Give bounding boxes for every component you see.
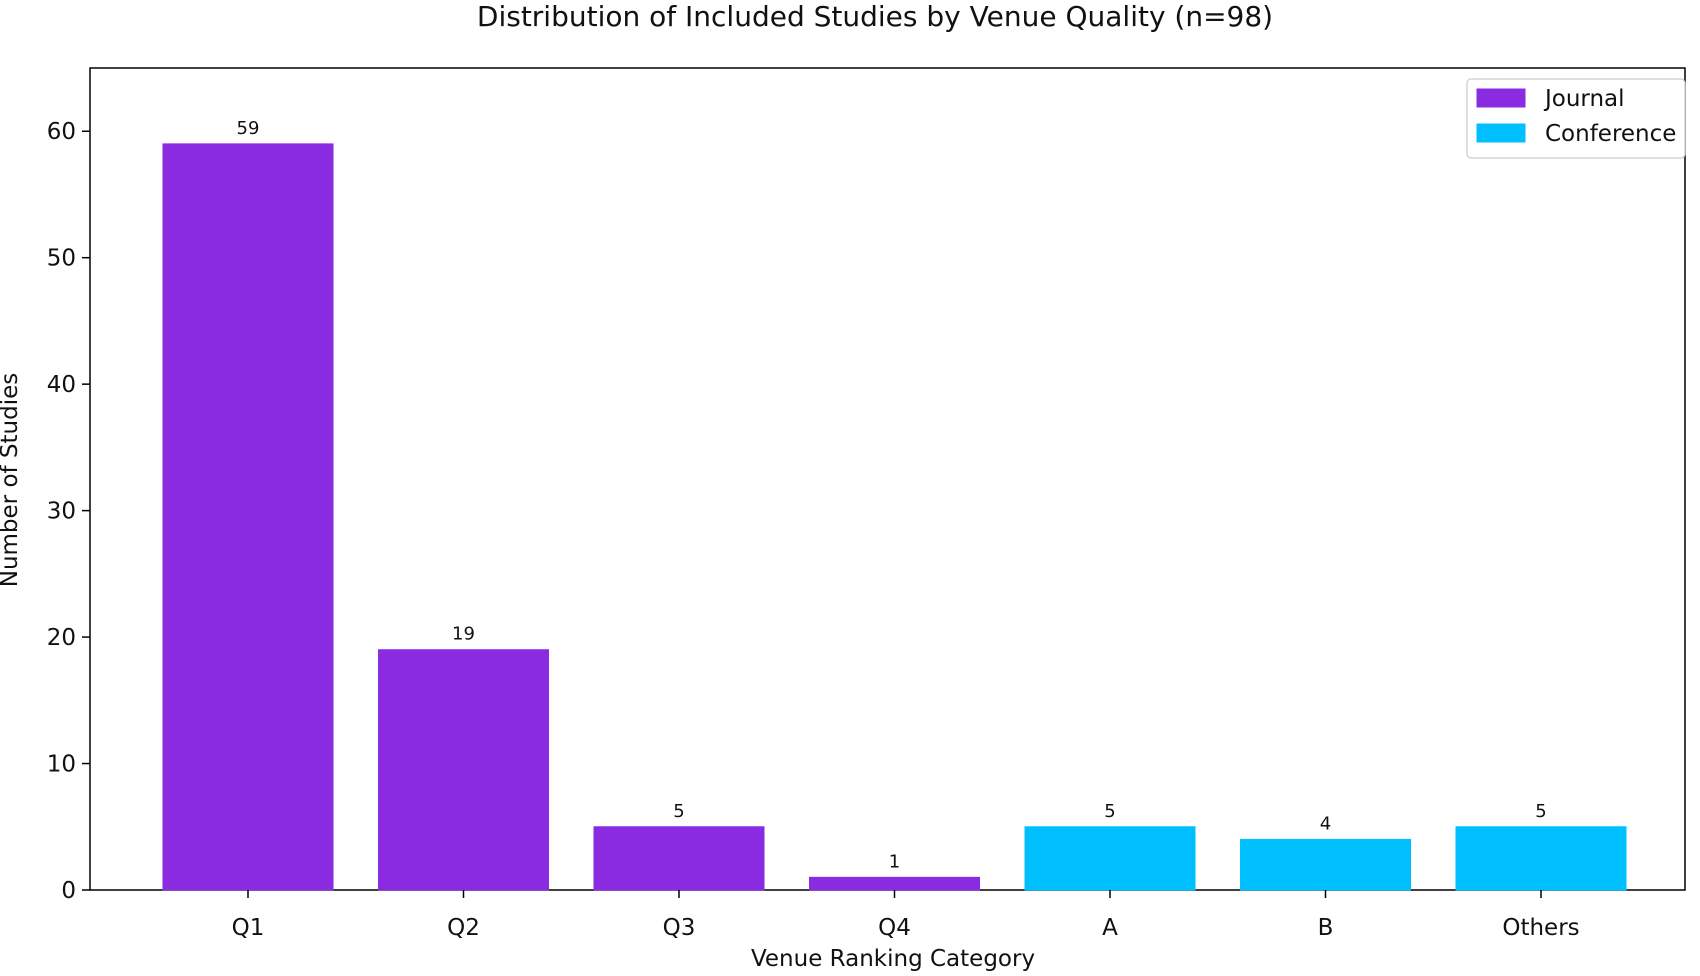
y-tick-label: 60 — [47, 119, 76, 145]
x-tick-label: Q1 — [232, 915, 265, 941]
x-axis-label: Venue Ranking Category — [751, 946, 1035, 972]
x-tick-label: A — [1102, 915, 1118, 941]
y-tick-label: 10 — [47, 752, 76, 778]
y-tick-label: 0 — [61, 878, 76, 904]
legend-label-conference: Conference — [1545, 121, 1676, 147]
y-axis-label: Number of Studies — [0, 373, 23, 588]
bar-value-label: 5 — [673, 801, 684, 822]
x-tick-label: Others — [1502, 915, 1579, 941]
bar-q4 — [809, 876, 980, 891]
legend-swatch-conference — [1476, 123, 1526, 143]
y-tick-label: 50 — [47, 246, 76, 272]
bar-value-label: 4 — [1320, 813, 1331, 834]
legend: Journal Conference — [1466, 78, 1686, 159]
bar-value-label: 5 — [1104, 801, 1115, 822]
y-tick-label: 30 — [47, 499, 76, 525]
legend-swatch-journal — [1476, 88, 1526, 108]
bar-q3 — [593, 826, 765, 891]
x-tick-label: B — [1318, 915, 1334, 941]
y-tick-label: 40 — [47, 372, 76, 398]
bar-value-label: 59 — [237, 118, 260, 139]
bar-value-label: 19 — [452, 624, 475, 645]
bar-value-label: 5 — [1535, 801, 1546, 822]
x-tick-label: Q4 — [878, 915, 911, 941]
bar-value-label: 1 — [889, 851, 900, 872]
bar-q2 — [378, 649, 549, 891]
bar-q1 — [162, 143, 334, 891]
bars-group: 59 19 5 1 5 4 5 — [162, 118, 1627, 891]
y-tick-label: 20 — [47, 625, 76, 651]
bar-b — [1240, 838, 1411, 891]
bar-others — [1455, 826, 1627, 891]
x-axis: Q1 Q2 Q3 Q4 A B Others — [232, 890, 1580, 941]
chart-title: Distribution of Included Studies by Venu… — [477, 0, 1273, 33]
legend-label-journal: Journal — [1543, 86, 1625, 112]
x-tick-label: Q2 — [447, 915, 480, 941]
y-axis: 0 10 20 30 40 50 60 — [47, 119, 90, 904]
x-tick-label: Q3 — [663, 915, 696, 941]
bar-a — [1024, 826, 1196, 891]
